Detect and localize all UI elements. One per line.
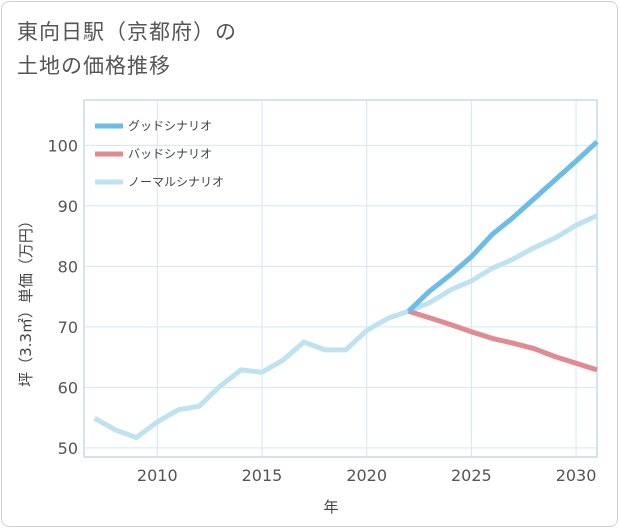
grid (83, 99, 598, 458)
series-line-good (406, 139, 599, 314)
legend-label: ノーマルシナリオ (128, 175, 224, 189)
y-axis-title: 坪（3.3㎡）単価（万円） (17, 213, 35, 387)
legend-label: バッドシナリオ (128, 147, 212, 161)
y-tick-label: 80 (58, 257, 78, 276)
series-line-bad (407, 308, 598, 373)
legend-label: グッドシナリオ (128, 119, 212, 133)
y-tick-label: 100 (47, 136, 78, 155)
tick-labels: 2010 2015 2020 2025 2030 50 60 70 80 90 100 (47, 136, 596, 485)
plot-frame (83, 99, 598, 458)
chart-title-line1: 東向日駅（京都府）の (17, 20, 237, 44)
chart-title: 東向日駅（京都府）の 土地の価格推移 (17, 15, 347, 83)
x-tick-label: 2015 (242, 466, 283, 485)
x-tick-label: 2030 (556, 466, 597, 485)
y-tick-label: 90 (58, 197, 78, 216)
series-lines (93, 139, 599, 441)
x-tick-label: 2010 (137, 466, 178, 485)
x-tick-label: 2020 (346, 466, 387, 485)
y-tick-label: 70 (58, 318, 78, 337)
y-tick-label: 60 (58, 378, 78, 397)
series-line-normal (93, 213, 599, 441)
x-axis-title: 年 (323, 498, 338, 516)
chart-title-line2: 土地の価格推移 (17, 54, 171, 78)
y-tick-label: 50 (58, 439, 78, 458)
x-tick-label: 2025 (451, 466, 492, 485)
